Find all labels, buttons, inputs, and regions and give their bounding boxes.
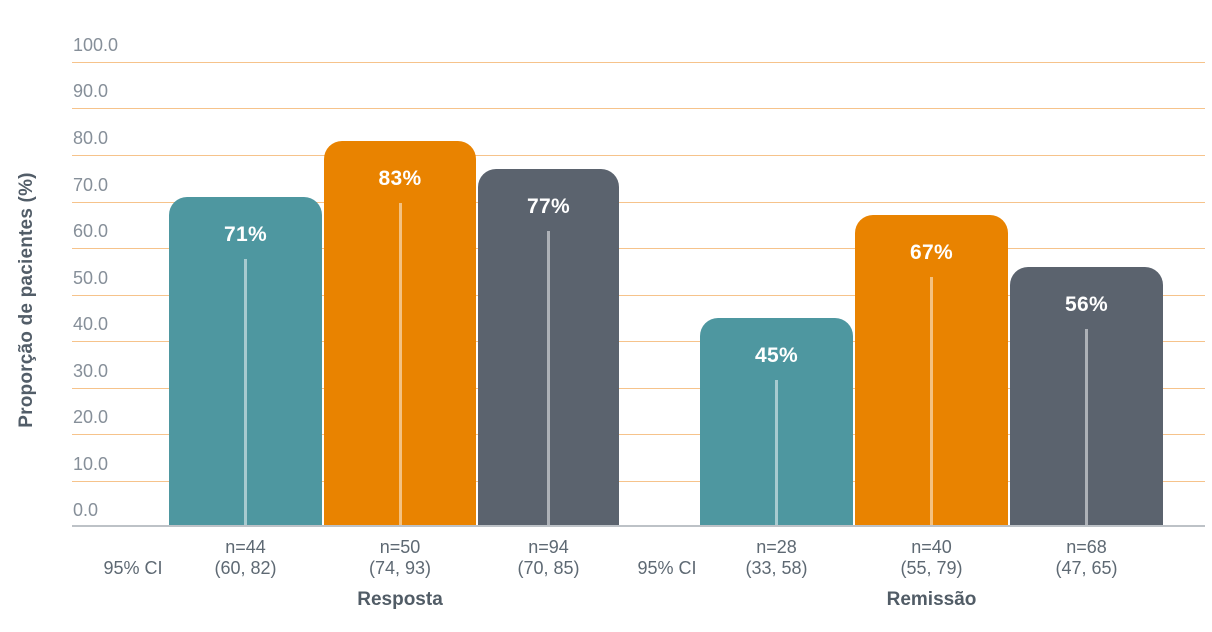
bar-x-label: n=50 (74, 93) <box>330 537 470 579</box>
ci-prefix-label: 95% CI <box>103 558 163 578</box>
ci-whisker <box>547 231 550 527</box>
bar-value-label: 45% <box>755 344 798 367</box>
bar-value-label: 83% <box>378 167 422 190</box>
bar-n-label: n=50 <box>379 537 421 557</box>
y-tick-label: 30.0 <box>73 361 109 381</box>
y-tick-label: 100.0 <box>73 35 119 55</box>
bar-x-label: n=28 (33, 58) <box>707 537 847 579</box>
bar-value-label: 71% <box>224 223 267 246</box>
bar-x-label: n=94 (70, 85) <box>479 537 619 579</box>
bar-n-label: n=40 <box>911 537 952 557</box>
ci-whisker <box>398 203 402 527</box>
ci-whisker <box>775 380 778 527</box>
y-tick-label: 40.0 <box>73 314 109 334</box>
bar-x-label: n=44 (60, 82) <box>176 537 316 579</box>
ci-prefix-label: 95% CI <box>637 558 697 578</box>
y-tick-label: 20.0 <box>73 407 109 427</box>
bar-n-label: n=68 <box>1066 537 1107 557</box>
gridline-100 <box>72 62 1205 63</box>
bar-ci-label: (60, 82) <box>214 558 277 578</box>
bar-remissão-teal: 45% <box>700 318 853 527</box>
bar-resposta-teal: 71% <box>169 197 322 527</box>
bar-ci-label: (74, 93) <box>368 558 432 578</box>
bar-value-label: 56% <box>1065 293 1108 316</box>
y-tick-label: 80.0 <box>73 128 109 148</box>
bar-ci-label: (47, 65) <box>1055 558 1118 578</box>
ci-whisker <box>244 259 247 527</box>
ci-whisker <box>930 277 933 527</box>
y-tick-label: 10.0 <box>73 454 109 474</box>
y-tick-label: 50.0 <box>73 268 109 288</box>
x-axis-line <box>72 525 1205 527</box>
bar-resposta-orange: 83% <box>324 141 476 527</box>
y-tick-label: 70.0 <box>73 175 109 195</box>
bar-remissão-gray: 56% <box>1010 267 1163 527</box>
bar-n-label: n=28 <box>756 537 797 557</box>
bar-resposta-gray: 77% <box>478 169 619 527</box>
y-tick-label: 0.0 <box>73 500 99 520</box>
bar-ci-label: (33, 58) <box>745 558 808 578</box>
bar-value-label: 77% <box>527 195 570 218</box>
gridline-80 <box>72 155 1205 156</box>
gridline-90 <box>72 108 1205 109</box>
bar-ci-label: (70, 85) <box>517 558 580 578</box>
ci-whisker <box>1085 329 1088 527</box>
group-label-resposta: Resposta <box>357 589 443 610</box>
bar-remissão-orange: 67% <box>855 215 1008 527</box>
y-tick-label: 90.0 <box>73 81 109 101</box>
bar-ci-label: (55, 79) <box>900 558 963 578</box>
y-tick-label: 60.0 <box>73 221 109 241</box>
bar-x-label: n=68 (47, 65) <box>1017 537 1157 579</box>
bar-n-label: n=44 <box>225 537 266 557</box>
bar-x-label: n=40 (55, 79) <box>862 537 1002 579</box>
bar-value-label: 67% <box>910 241 953 264</box>
group-label-remissão: Remissão <box>886 589 977 610</box>
bar-n-label: n=94 <box>528 537 569 557</box>
